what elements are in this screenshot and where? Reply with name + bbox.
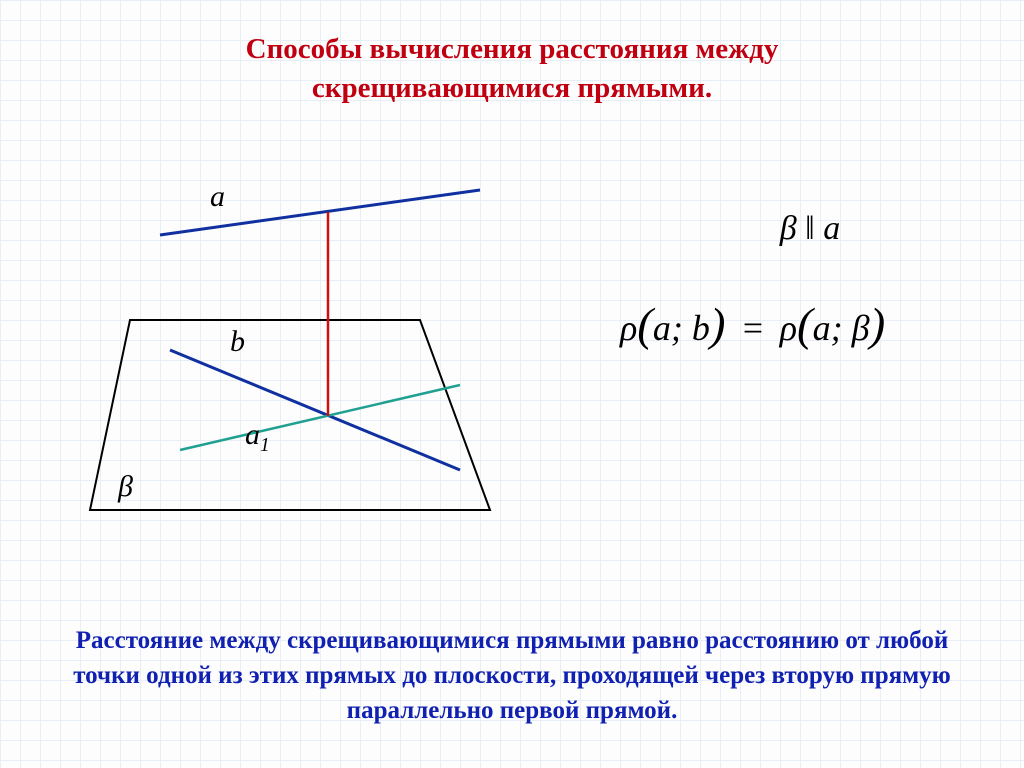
label-b: b bbox=[230, 325, 245, 359]
label-a1-sub: 1 bbox=[260, 435, 270, 456]
f2-rho2: ρ bbox=[780, 308, 797, 348]
f2-lparen1: ( bbox=[637, 299, 653, 351]
label-a-text: a bbox=[210, 180, 225, 213]
label-b-text: b bbox=[230, 325, 245, 358]
f2-rparen1: ) bbox=[710, 299, 726, 351]
formula-distance: ρ(a; b) = ρ(a; β) bbox=[620, 298, 1000, 352]
page-title: Способы вычисления расстояния между скре… bbox=[0, 30, 1024, 108]
title-line-1: Способы вычисления расстояния между bbox=[246, 33, 779, 65]
formula-parallel: β ‖ a bbox=[620, 210, 1000, 248]
title-line-2: скрещивающимися прямыми. bbox=[312, 72, 712, 104]
line-a1 bbox=[180, 385, 460, 450]
geometry-diagram: a b a1 β bbox=[60, 160, 520, 520]
label-a1: a1 bbox=[245, 418, 270, 457]
label-a: a bbox=[210, 180, 225, 214]
f2-eq: = bbox=[740, 308, 764, 348]
f2-lparen2: ( bbox=[797, 299, 813, 351]
line-a bbox=[160, 190, 480, 235]
f2-rparen2: ) bbox=[870, 299, 886, 351]
formulas-block: β ‖ a ρ(a; b) = ρ(a; β) bbox=[620, 210, 1000, 352]
f2-args2: a; β bbox=[813, 308, 870, 348]
diagram-svg bbox=[60, 160, 520, 520]
label-a1-base: a bbox=[245, 418, 260, 451]
formula1-text: β ‖ a bbox=[780, 210, 840, 247]
label-beta: β bbox=[118, 470, 133, 504]
definition-highlight: Расстояние между скрещивающимися прямыми bbox=[76, 627, 626, 654]
f2-args1: a; b bbox=[653, 308, 710, 348]
line-b bbox=[170, 350, 460, 470]
f2-rho1: ρ bbox=[620, 308, 637, 348]
plane-beta bbox=[90, 320, 490, 510]
label-beta-text: β bbox=[118, 470, 133, 503]
definition-text: Расстояние между скрещивающимися прямыми… bbox=[40, 623, 984, 728]
